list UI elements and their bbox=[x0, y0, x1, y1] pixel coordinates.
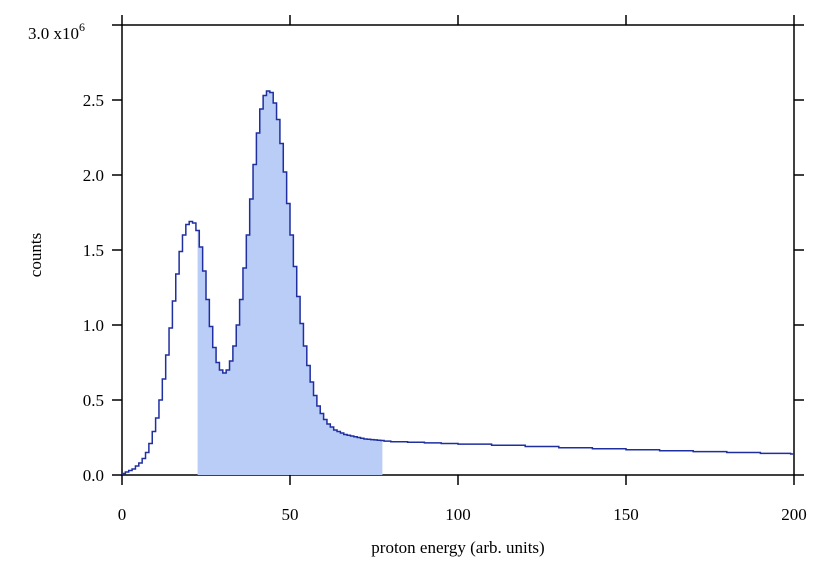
x-tick-label: 100 bbox=[445, 505, 471, 524]
y-tick-label: 0.0 bbox=[83, 466, 104, 485]
x-tick-label: 50 bbox=[282, 505, 299, 524]
y-multiplier-label: 3.0 x106 bbox=[28, 20, 85, 43]
histogram-series-line bbox=[121, 90, 794, 475]
shaded-region bbox=[197, 91, 383, 475]
x-tick-label: 150 bbox=[613, 505, 639, 524]
y-tick-label: 1.5 bbox=[83, 241, 104, 260]
y-tick-label: 1.0 bbox=[83, 316, 104, 335]
x-axis-ticks: 0 50 100 150 200 bbox=[118, 15, 807, 524]
y-axis-ticks: 0.0 0.5 1.0 1.5 2.0 2.5 bbox=[83, 24, 804, 485]
x-tick-label: 200 bbox=[781, 505, 807, 524]
x-axis-title: proton energy (arb. units) bbox=[371, 538, 544, 557]
y-multiplier-exponent: 6 bbox=[79, 20, 85, 34]
y-tick-label: 2.0 bbox=[83, 166, 104, 185]
x-tick-label: 0 bbox=[118, 505, 127, 524]
y-multiplier-base: 3.0 x10 bbox=[28, 24, 79, 43]
y-axis-title: counts bbox=[26, 233, 45, 277]
y-tick-label: 0.5 bbox=[83, 391, 104, 410]
y-tick-label: 2.5 bbox=[83, 91, 104, 110]
